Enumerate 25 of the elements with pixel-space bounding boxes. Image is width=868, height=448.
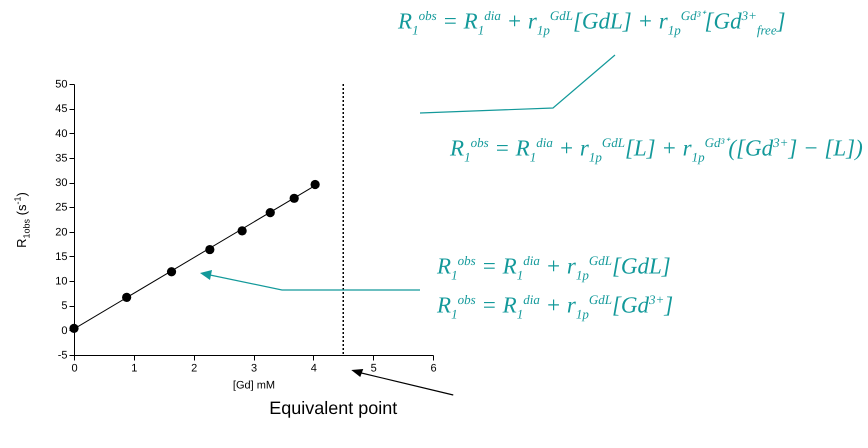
y-tick-label: 15 <box>55 250 68 263</box>
x-tick-label: 6 <box>430 362 437 374</box>
y-tick-label: 10 <box>55 276 68 288</box>
x-axis-title: [Gd] mM <box>232 380 276 392</box>
text: R$_{1}$$^{obs}$ = R$_{1}$$^{dia}$ + r$_{1p}$$^{GdL}$[GdL] <box>437 253 671 282</box>
y-tick-label: 25 <box>55 202 68 214</box>
ref-line-label: Equivalent point <box>269 398 398 419</box>
x-tick-label: 0 <box>71 362 78 374</box>
y-tick-label: 20 <box>55 226 68 238</box>
y-tick-label: 45 <box>55 103 68 116</box>
y-tick-label: 0 <box>61 324 68 337</box>
text: R$_{1}$$^{obs}$ = R$_{1}$$^{dia}$ + r$_{1p}$$^{GdL}$[GdL] + r$_{1p}$$^{Gd³⁺}$[Gd$^{3+}$$_{free}$] <box>398 8 786 38</box>
y-tick-label: 35 <box>55 152 68 164</box>
y-tick-label: 5 <box>61 300 68 312</box>
y-tick-label: 50 <box>55 78 68 90</box>
text: R$_{1}$$^{obs}$ = R$_{1}$$^{dia}$ + r$_{1p}$$^{GdL}$[L] + r$_{1p}$$^{Gd³⁺}$([Gd$^{3+}$] − [L]) <box>450 135 863 164</box>
y-tick-label: 30 <box>55 177 68 190</box>
text: R$_{1}$$^{obs}$ = R$_{1}$$^{dia}$ + r$_{1p}$$^{GdL}$[Gd$^{3+}$] <box>437 292 674 322</box>
x-tick-label: 3 <box>250 362 258 374</box>
x-tick-label: 2 <box>191 362 198 374</box>
y-tick-label: 40 <box>55 128 68 140</box>
y-tick-label: -5 <box>58 350 68 362</box>
x-tick-label: 5 <box>370 362 377 374</box>
x-tick-label: 1 <box>131 362 138 374</box>
x-tick-label: 4 <box>310 362 317 374</box>
